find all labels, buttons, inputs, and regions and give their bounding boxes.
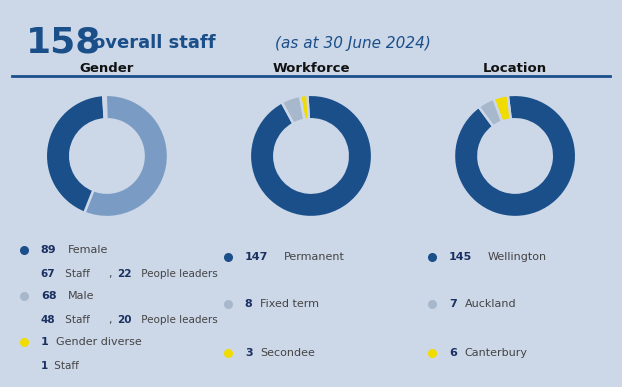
Text: 8: 8 (245, 300, 253, 310)
Wedge shape (250, 95, 372, 217)
Text: 68: 68 (41, 291, 57, 301)
Text: 1: 1 (41, 361, 48, 371)
Wedge shape (282, 96, 305, 124)
Wedge shape (494, 95, 511, 122)
Text: Female: Female (68, 245, 108, 255)
Text: Staff: Staff (62, 269, 90, 279)
Text: 158: 158 (26, 25, 101, 59)
Wedge shape (479, 99, 502, 127)
Text: 48: 48 (41, 315, 55, 325)
Text: People leaders: People leaders (137, 269, 217, 279)
Wedge shape (85, 95, 168, 217)
Wedge shape (103, 95, 106, 119)
Text: Male: Male (68, 291, 95, 301)
Title: Gender: Gender (80, 62, 134, 75)
Text: (as at 30 June 2024): (as at 30 June 2024) (275, 36, 431, 51)
Text: 22: 22 (117, 269, 131, 279)
Wedge shape (454, 95, 576, 217)
Text: Staff: Staff (62, 315, 90, 325)
Text: ,: , (109, 269, 116, 279)
Text: Permanent: Permanent (284, 252, 345, 262)
Wedge shape (46, 95, 104, 213)
Text: 89: 89 (41, 245, 57, 255)
Title: Workforce: Workforce (272, 62, 350, 75)
Text: Fixed term: Fixed term (261, 300, 319, 310)
Wedge shape (300, 95, 309, 120)
Text: Staff: Staff (51, 361, 79, 371)
Text: Auckland: Auckland (465, 300, 516, 310)
Text: 3: 3 (245, 348, 253, 358)
Text: 7: 7 (449, 300, 457, 310)
Text: People leaders: People leaders (137, 315, 217, 325)
Text: 1: 1 (41, 337, 49, 347)
Text: Wellington: Wellington (488, 252, 547, 262)
Text: Secondee: Secondee (261, 348, 315, 358)
Text: Canterbury: Canterbury (465, 348, 527, 358)
Text: overall staff: overall staff (93, 34, 216, 53)
Text: Gender diverse: Gender diverse (56, 337, 142, 347)
Text: 20: 20 (117, 315, 131, 325)
Text: 67: 67 (41, 269, 55, 279)
Text: 145: 145 (449, 252, 472, 262)
Text: 147: 147 (245, 252, 268, 262)
Title: Location: Location (483, 62, 547, 75)
Text: 6: 6 (449, 348, 457, 358)
Text: ,: , (109, 315, 116, 325)
